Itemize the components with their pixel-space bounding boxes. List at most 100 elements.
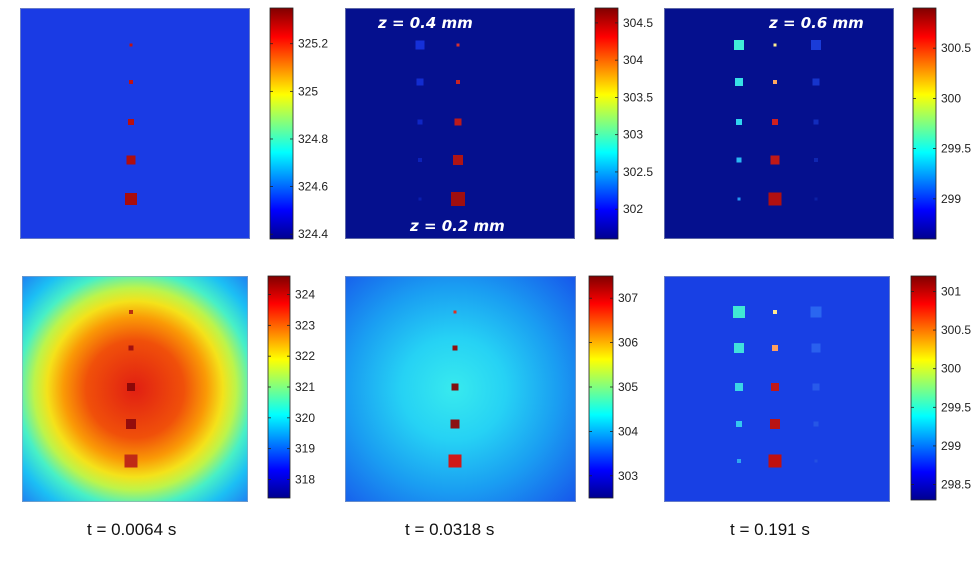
hotspot-marker	[773, 80, 777, 84]
hotspot-marker	[451, 383, 459, 391]
hotspot-marker	[770, 419, 780, 429]
hotspot-marker	[734, 343, 744, 353]
colorbar	[588, 275, 614, 499]
heatmap-field	[345, 276, 576, 502]
hotspot-marker	[453, 155, 463, 165]
hotspot-marker	[129, 310, 133, 314]
colorbar	[269, 7, 294, 240]
colorbar-tick-label: 300	[941, 362, 961, 376]
heatmap-frame	[22, 276, 248, 502]
hotspot-marker	[127, 383, 135, 391]
hotspot-marker	[733, 306, 745, 318]
hotspot-marker	[773, 310, 777, 314]
hotspot-marker	[814, 197, 818, 201]
hotspot-marker	[736, 421, 742, 427]
hotspot-marker	[773, 43, 777, 47]
hotspot-marker	[129, 43, 133, 47]
hotspot-marker	[735, 383, 743, 391]
hotspot-marker	[811, 343, 821, 353]
hotspot-marker	[771, 383, 779, 391]
heatmap-panel-5: 307 306 305 304 303	[345, 275, 638, 502]
hotspot-marker	[814, 459, 818, 463]
hotspot-marker	[418, 158, 422, 162]
hotspot-marker	[453, 310, 457, 314]
heatmap-panel-2: z = 0.4 mm z = 0.2 mm 304.5 304 303.5 303 302.…	[345, 7, 653, 240]
hotspot-marker	[813, 421, 819, 427]
hotspot-marker	[418, 197, 422, 201]
colorbar-tick-label: 304	[618, 424, 638, 438]
hotspot-marker	[735, 78, 743, 86]
hotspot-marker	[814, 158, 818, 162]
time-label-2: t = 0.0318 s	[405, 520, 495, 539]
hotspot-marker	[770, 155, 780, 165]
hotspot-marker	[812, 383, 820, 391]
colorbar	[267, 275, 291, 499]
depth-annotation: z = 0.2 mm	[409, 217, 505, 235]
depth-annotation: z = 0.6 mm	[768, 14, 864, 32]
hotspot-marker	[768, 454, 782, 468]
colorbar-tick-label: 325.2	[298, 37, 328, 51]
colorbar-tick-label: 303	[623, 128, 643, 142]
colorbar-tick-label: 300.5	[941, 41, 971, 55]
colorbar-tick-label: 307	[618, 291, 638, 305]
hotspot-marker	[454, 118, 462, 126]
heatmap-panel-3: z = 0.6 mm 300.5 300 299.5 299	[664, 7, 971, 240]
colorbar-tick-label: 301	[941, 284, 961, 298]
depth-annotation: z = 0.4 mm	[377, 14, 473, 32]
colorbar-tick-label: 318	[295, 473, 315, 487]
hotspot-marker	[129, 80, 133, 84]
hotspot-marker	[736, 157, 742, 163]
hotspot-marker	[126, 155, 136, 165]
colorbar-tick-label: 299.5	[941, 142, 971, 156]
hotspot-marker	[736, 119, 742, 125]
hotspot-marker	[772, 119, 778, 125]
heatmap-frame	[20, 8, 250, 239]
colorbar-tick-label: 302	[623, 202, 643, 216]
colorbar-tick-label: 304.5	[623, 16, 653, 30]
colorbar-tick-label: 300	[941, 91, 961, 105]
colorbar-tick-label: 299	[941, 192, 961, 206]
colorbar-tick-label: 324	[295, 288, 315, 302]
hotspot-marker	[124, 454, 138, 468]
colorbar-tick-label: 305	[618, 380, 638, 394]
hotspot-marker	[456, 80, 460, 84]
colorbar	[910, 275, 937, 501]
hotspot-marker	[128, 119, 134, 125]
colorbar-tick-label: 324.8	[298, 132, 328, 146]
hotspot-marker	[813, 119, 819, 125]
hotspot-marker	[451, 192, 465, 206]
colorbar-tick-label: 324.6	[298, 180, 328, 194]
colorbar-tick-label: 306	[618, 336, 638, 350]
colorbar-tick-label: 304	[623, 53, 643, 67]
hotspot-marker	[415, 40, 425, 50]
hotspot-marker	[737, 197, 741, 201]
colorbar-tick-label: 324.4	[298, 227, 328, 241]
hotspot-marker	[126, 419, 136, 429]
hotspot-marker	[128, 345, 134, 351]
hotspot-marker	[416, 78, 424, 86]
colorbar-tick-label: 325	[298, 84, 318, 98]
colorbar-tick-label: 300.5	[941, 323, 971, 337]
heatmap-frame	[345, 276, 576, 502]
hotspot-marker	[768, 192, 782, 206]
hotspot-marker	[737, 459, 741, 463]
colorbar-tick-label: 320	[295, 411, 315, 425]
hotspot-marker	[456, 43, 460, 47]
hotspot-marker	[448, 454, 462, 468]
colorbar-tick-label: 299	[941, 439, 961, 453]
colorbar	[912, 7, 937, 240]
time-label-1: t = 0.0064 s	[87, 520, 177, 539]
colorbar-tick-label: 321	[295, 380, 315, 394]
colorbar-tick-label: 322	[295, 349, 315, 363]
colorbar-tick-label: 299.5	[941, 400, 971, 414]
colorbar-tick-label: 298.5	[941, 478, 971, 492]
hotspot-marker	[125, 193, 137, 205]
hotspot-marker	[417, 119, 423, 125]
colorbar-tick-label: 302.5	[623, 165, 653, 179]
hotspot-marker	[772, 345, 778, 351]
hotspot-marker	[452, 345, 458, 351]
hotspot-marker	[810, 306, 822, 318]
heatmap-frame	[664, 8, 894, 239]
time-label-3: t = 0.191 s	[730, 520, 810, 539]
